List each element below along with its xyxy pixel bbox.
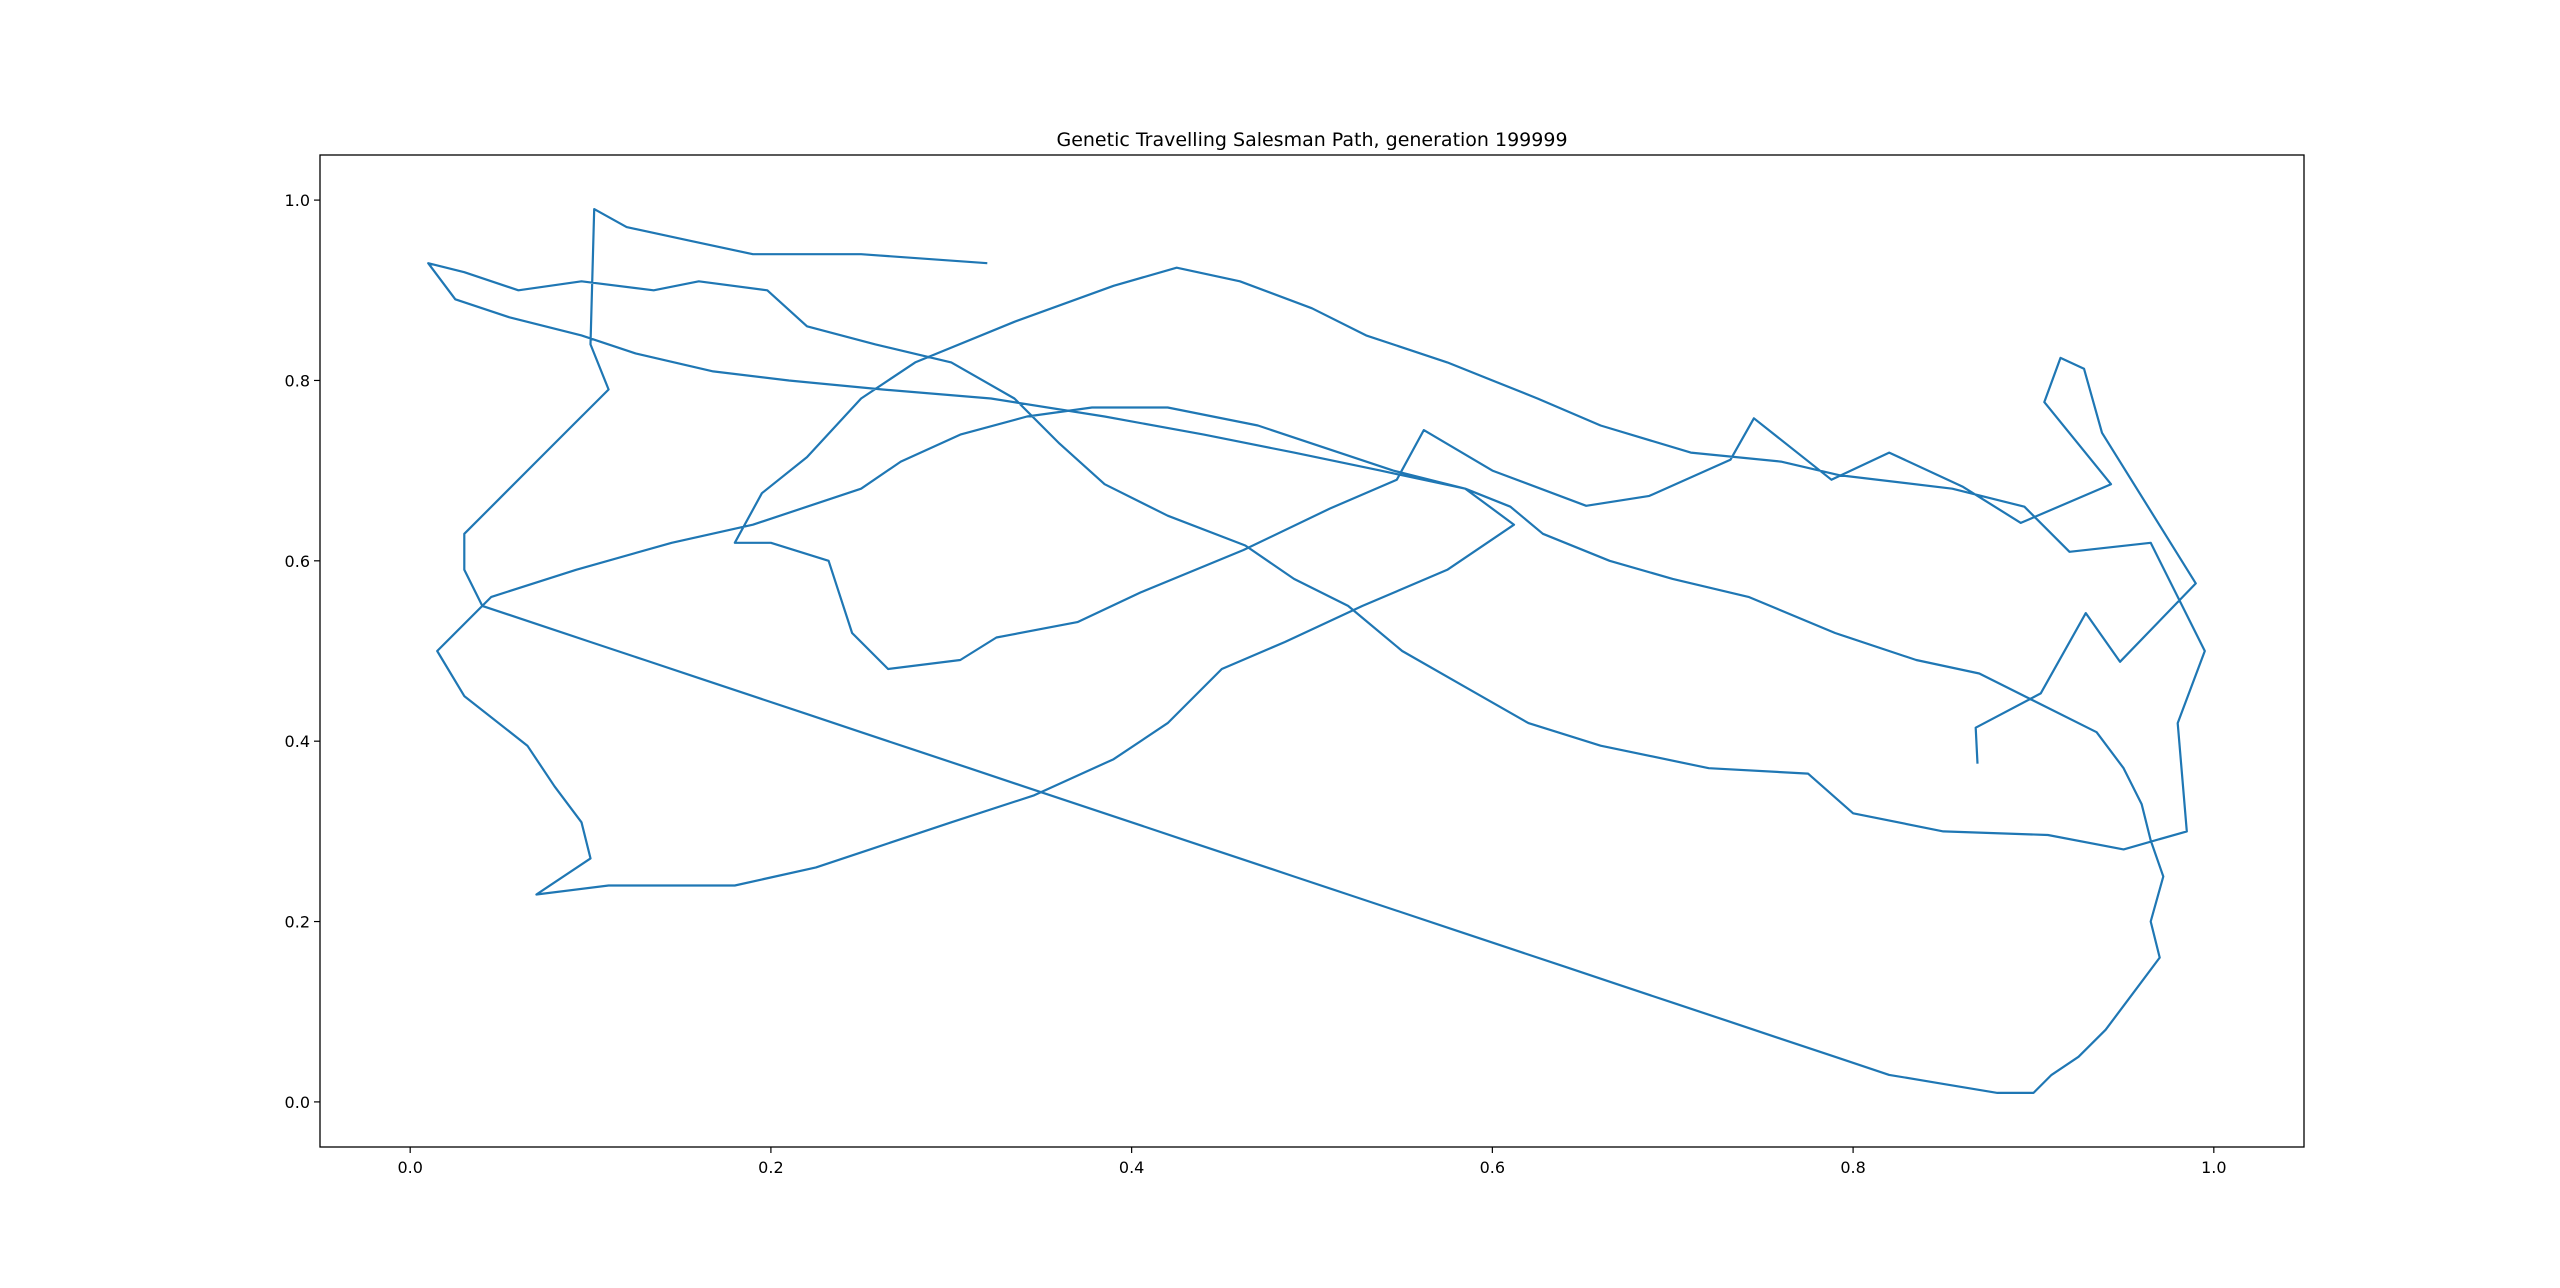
x-tick-label: 0.0 — [397, 1158, 422, 1177]
y-tick-label: 0.4 — [285, 732, 310, 751]
x-tick-label: 1.0 — [2201, 1158, 2226, 1177]
tour-path-line — [427, 208, 2206, 1094]
y-axis: 0.0 0.2 0.4 0.6 0.8 1.0 — [285, 191, 320, 1112]
plot-area — [427, 208, 2206, 1094]
y-tick-label: 0.0 — [285, 1093, 310, 1112]
x-tick-label: 0.4 — [1119, 1158, 1144, 1177]
y-tick-label: 1.0 — [285, 191, 310, 210]
x-axis: 0.0 0.2 0.4 0.6 0.8 1.0 — [397, 1147, 2227, 1177]
y-tick-label: 0.2 — [285, 913, 310, 932]
chart-title: Genetic Travelling Salesman Path, genera… — [1056, 129, 1567, 151]
axes-frame — [319, 154, 2305, 1148]
x-tick-label: 0.2 — [758, 1158, 783, 1177]
y-tick-label: 0.8 — [285, 371, 310, 390]
y-tick-label: 0.6 — [285, 552, 310, 571]
x-tick-label: 0.8 — [1840, 1158, 1865, 1177]
x-tick-label: 0.6 — [1480, 1158, 1505, 1177]
